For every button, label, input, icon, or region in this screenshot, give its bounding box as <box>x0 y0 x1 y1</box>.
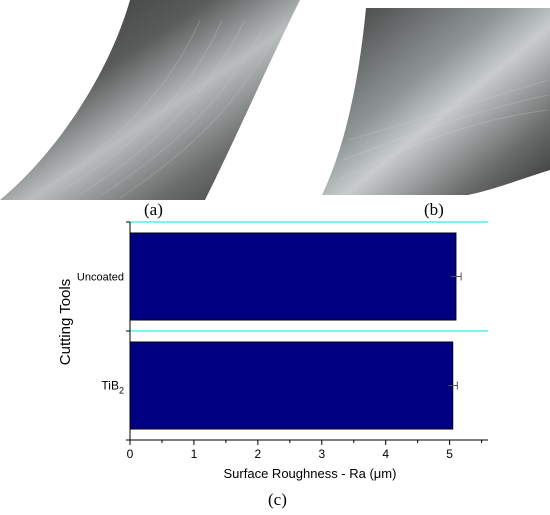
x-axis-label: Surface Roughness - Ra (μm) <box>224 466 397 481</box>
panel-label-c: (c) <box>268 490 287 509</box>
x-axis-ticks: 0 1 2 3 4 5 <box>127 440 483 461</box>
x-tick-label: 3 <box>318 447 325 461</box>
surface-photo-a <box>0 0 300 200</box>
bar-tib2 <box>129 341 454 430</box>
machined-surface-a <box>0 0 300 200</box>
x-tick-label: 5 <box>446 447 453 461</box>
panel-label-b: (b) <box>424 200 444 219</box>
x-tick-label: 2 <box>255 447 262 461</box>
surface-photo-b <box>322 8 550 195</box>
category-labels: Uncoated TiB2 <box>77 272 124 396</box>
x-tick-label: 0 <box>127 447 134 461</box>
roughness-bar-chart: 0 1 2 3 4 5 Uncoated TiB2 Surface Roughness - … <box>57 221 488 481</box>
x-tick-label: 4 <box>382 447 389 461</box>
plot-area <box>129 221 488 430</box>
panel-label-a: (a) <box>144 200 163 219</box>
y-axis-label: Cutting Tools <box>57 279 74 365</box>
machined-surface-b <box>322 8 550 195</box>
x-tick-label: 1 <box>191 447 198 461</box>
category-label-tib2: TiB2 <box>101 379 124 396</box>
category-label-uncoated: Uncoated <box>77 272 124 284</box>
bar-uncoated <box>129 232 457 321</box>
chart-axes <box>126 221 488 441</box>
